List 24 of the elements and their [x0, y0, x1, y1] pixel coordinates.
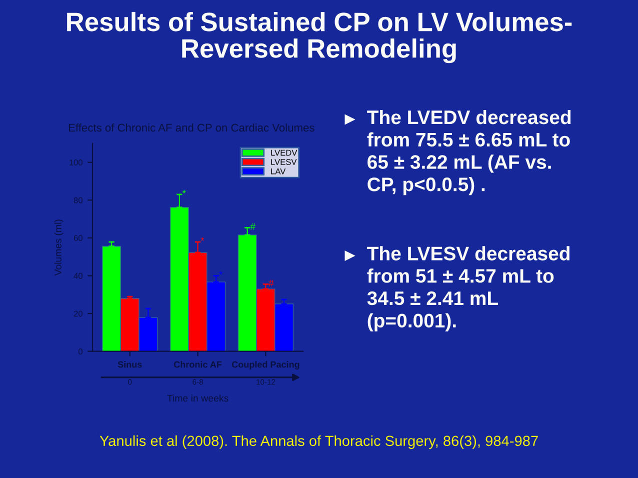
- text: The LVESV decreased from 51 ± 4.57 mL to 34.5 ± 2.41 mL (p=0.001).: [367, 246, 570, 332]
- text: Yanulis et al (2008). The Annals of Thoracic Surgery, 86(3), 984-987: [100, 435, 538, 449]
- legend-label: LVESV: [271, 159, 297, 165]
- y-tick-label: 20: [74, 310, 82, 317]
- y-tick-label: 0: [78, 348, 82, 354]
- legend-label: LVEDV: [271, 150, 298, 156]
- text: The LVEDV decreased from 75.5 ± 6.65 mL to 65 ± 3.22 mL (AF vs. CP, p<0.0.5) .: [367, 110, 571, 196]
- x-tick-label: Coupled Pacing: [232, 361, 300, 370]
- chart-title: Results of Sustained CP on LV Volumes- Reversed Remodeling: [67, 12, 572, 64]
- legend-label: LAV: [271, 168, 286, 174]
- data-label: *: [200, 237, 204, 241]
- y-tick-label: 80: [74, 197, 82, 204]
- chart-subtitle: Effects of Chronic AF and CP on Cardiac Volumes: [68, 123, 314, 132]
- data-label: #: [268, 280, 274, 286]
- x-tick-label: Chronic AF: [174, 361, 222, 368]
- data-label: #: [250, 223, 256, 230]
- x-axis-title: Time in weeks: [167, 394, 228, 402]
- data-label: *: [219, 271, 223, 275]
- y-axis-title: Volumes (ml): [54, 220, 64, 276]
- y-tick-label: 60: [74, 235, 82, 242]
- data-label: *: [182, 190, 186, 194]
- y-tick-label: 100: [70, 160, 82, 166]
- y-tick-label: 40: [74, 272, 82, 279]
- x-tick-label: Sinus: [118, 361, 142, 368]
